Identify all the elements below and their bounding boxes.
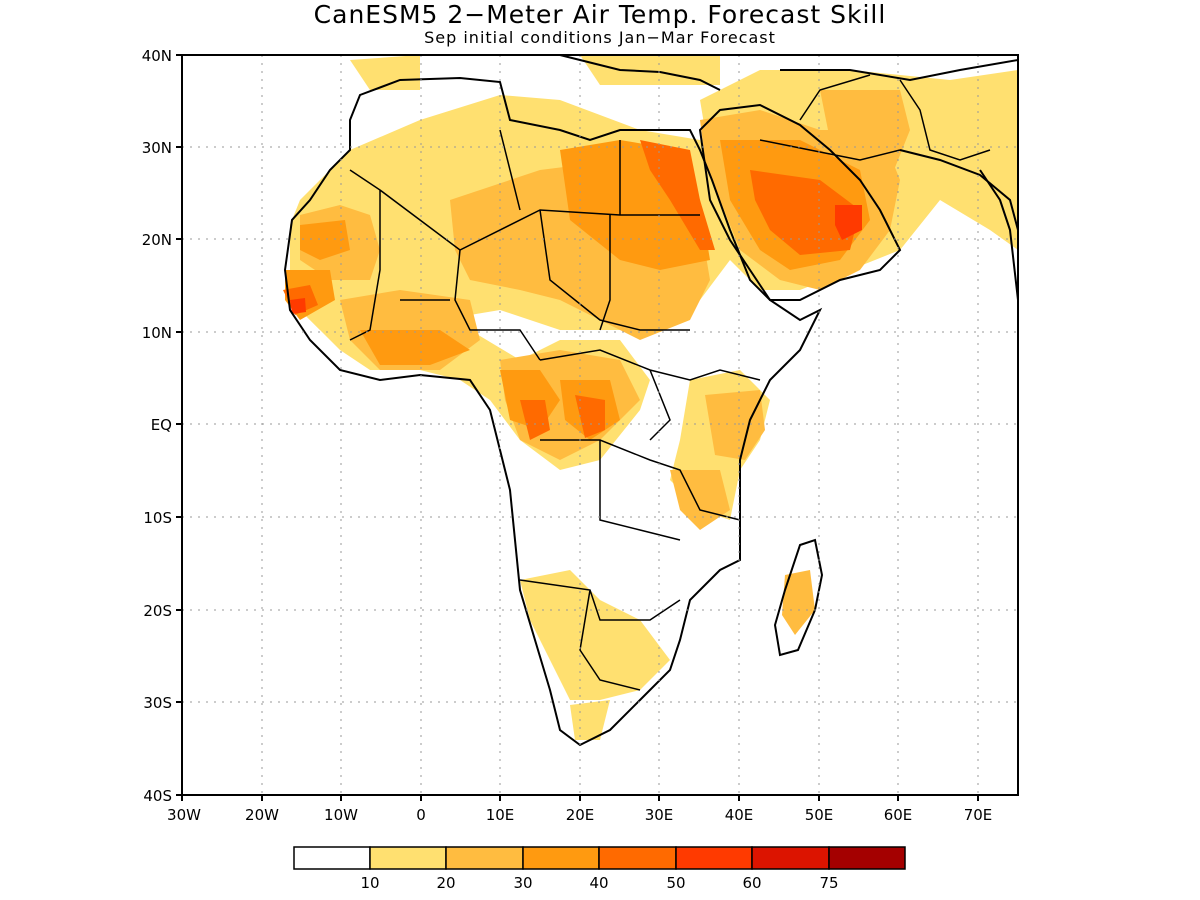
- lat-label: 20S: [143, 602, 172, 620]
- legend-labels: 10 20 30 40 50 60 75: [360, 874, 838, 892]
- legend-label: 10: [360, 874, 379, 892]
- skill-shading: [283, 55, 1018, 740]
- map-subtitle: Sep initial conditions Jan−Mar Forecast: [424, 28, 776, 47]
- skill-region-mauritania: [300, 220, 350, 260]
- legend-swatch: [598, 846, 677, 870]
- skill-region-southern-africa: [520, 570, 670, 700]
- madagascar-coastline: [773, 538, 824, 657]
- india-coastline: [979, 169, 1018, 301]
- lon-label: 0: [416, 806, 426, 824]
- skill-region-madagascar: [782, 570, 815, 635]
- legend-swatch: [445, 846, 524, 870]
- africa-coastline: [283, 76, 823, 747]
- legend-label: 75: [819, 874, 838, 892]
- lon-label: 10E: [486, 806, 515, 824]
- lon-label: 20E: [566, 806, 595, 824]
- legend-swatch: [751, 846, 830, 870]
- lat-label: 20N: [142, 231, 172, 249]
- longitude-labels: 30W 20W 10W 0 10E 20E 30E 40E 50E 60E 70…: [167, 806, 992, 824]
- skill-region-kenya: [705, 390, 765, 460]
- lat-label: 30S: [143, 694, 172, 712]
- lon-label: 70E: [964, 806, 993, 824]
- legend-label: 30: [513, 874, 532, 892]
- legend-label: 50: [666, 874, 685, 892]
- color-legend: [293, 846, 906, 870]
- lon-label: 60E: [884, 806, 913, 824]
- skill-region-gabon: [520, 400, 550, 440]
- lon-label: 20W: [245, 806, 279, 824]
- lat-label: 40N: [142, 47, 172, 65]
- skill-region-guinea-coast: [360, 330, 470, 365]
- lon-label: 10W: [324, 806, 358, 824]
- skill-region-cameroon-core: [575, 395, 605, 438]
- mediterranean-coast: [559, 55, 721, 91]
- legend-swatch: [369, 846, 447, 870]
- legend-swatch: [828, 846, 906, 870]
- legend-swatch: [522, 846, 600, 870]
- legend-label: 20: [436, 874, 455, 892]
- legend-label: 40: [589, 874, 608, 892]
- map-title: CanESM5 2−Meter Air Temp. Forecast Skill: [313, 0, 887, 29]
- coastlines: [283, 55, 1018, 747]
- arabia-coastline: [698, 103, 902, 301]
- iran-coastline: [780, 59, 1018, 231]
- lat-label: 10S: [143, 509, 172, 527]
- lon-label: 40E: [725, 806, 754, 824]
- lat-label: EQ: [151, 416, 172, 434]
- legend-swatch: [293, 846, 371, 870]
- lat-label: 30N: [142, 139, 172, 157]
- skill-region-arabia-south: [750, 170, 860, 255]
- legend-swatch: [675, 846, 753, 870]
- skill-region-gambia: [290, 298, 306, 314]
- country-borders: [349, 74, 991, 691]
- skill-region-oman: [835, 205, 862, 240]
- lon-label: 30E: [645, 806, 674, 824]
- skill-region-tanzania: [670, 470, 730, 530]
- legend-label: 60: [742, 874, 761, 892]
- axis-ticks: [176, 54, 979, 801]
- lat-label: 40S: [143, 787, 172, 805]
- lat-label: 10N: [142, 324, 172, 342]
- skill-region-north-coast: [350, 55, 420, 90]
- lon-label: 50E: [805, 806, 834, 824]
- gridlines: [182, 55, 1018, 795]
- skill-region-iran: [820, 90, 910, 180]
- skill-region-south-tip: [570, 700, 610, 740]
- latitude-labels: 40N 30N 20N 10N EQ 10S 20S 30S 40S: [142, 47, 172, 805]
- lon-label: 30W: [167, 806, 201, 824]
